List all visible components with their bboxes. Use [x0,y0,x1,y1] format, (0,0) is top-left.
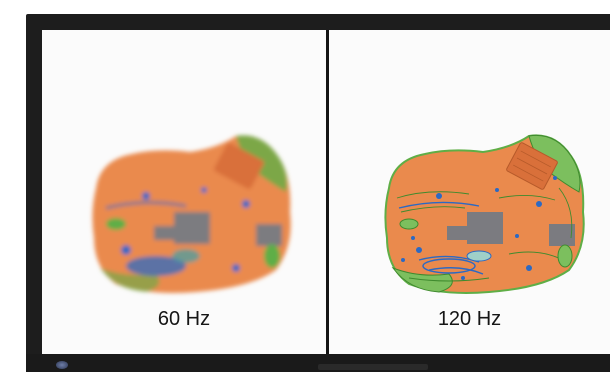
brand-logo-strip [318,364,428,370]
terrain-map-sharp [384,134,585,294]
terrain-map-blurred [92,135,291,293]
monitor-bottom-bezel [26,354,610,372]
power-led-icon [56,361,68,369]
panel-60hz: 60 Hz [42,30,326,354]
refresh-rate-label-120hz: 120 Hz [437,308,502,330]
refresh-rate-label-60hz: 60 Hz [157,308,211,330]
panel-divider [326,30,329,354]
panel-120hz: 120 Hz [329,30,610,354]
